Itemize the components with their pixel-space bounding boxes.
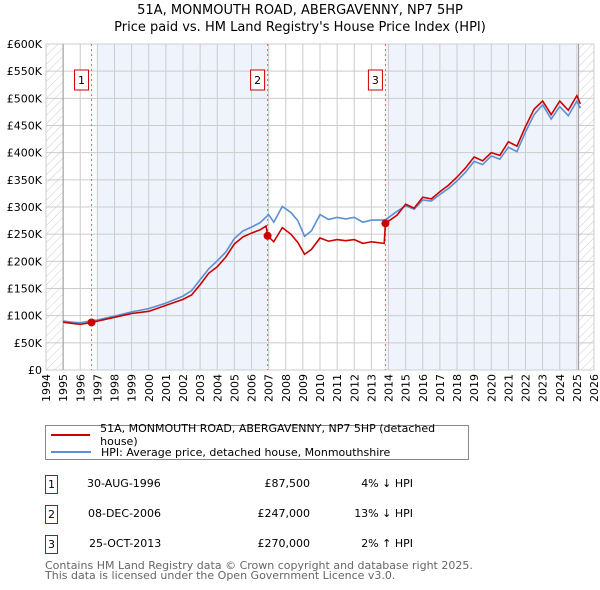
x-tick-label: 2001	[160, 374, 173, 402]
transaction-price: £270,000	[257, 537, 311, 550]
x-tick-label: 2002	[177, 374, 190, 402]
transaction-row: 3 25-OCT-2013 £270,000 2% ↑ HPI	[45, 535, 465, 555]
x-tick-label: 2010	[314, 374, 327, 402]
y-tick-label: £350K	[7, 174, 43, 187]
y-tick-label: £300K	[7, 201, 43, 214]
x-tick-label: 2009	[297, 374, 310, 402]
chart-title: 51A, MONMOUTH ROAD, ABERGAVENNY, NP7 5HP	[137, 3, 463, 18]
x-tick-label: 2003	[194, 374, 207, 402]
transaction-hpi: 13% ↓ HPI	[354, 507, 413, 520]
plot-frame	[45, 43, 595, 371]
transaction-row: 1 30-AUG-1996 £87,500 4% ↓ HPI	[45, 475, 465, 495]
sale-marker-box	[367, 69, 383, 91]
x-tick-label: 1994	[40, 374, 53, 402]
x-tick-label: 2008	[280, 374, 293, 402]
sale-point	[381, 219, 390, 228]
x-tick-label: 2020	[485, 374, 498, 402]
x-tick-label: 2012	[348, 374, 361, 402]
y-tick-label: £100K	[7, 310, 43, 323]
x-tick-label: 1999	[126, 374, 139, 402]
transaction-date: 08-DEC-2006	[88, 507, 162, 520]
x-tick-label: 2018	[451, 374, 464, 402]
x-tick-label: 2007	[263, 374, 276, 402]
transaction-price: £247,000	[257, 507, 311, 520]
x-tick-label: 2021	[502, 374, 515, 402]
y-tick-label: £500K	[7, 92, 43, 105]
x-tick-label: 2024	[554, 374, 567, 402]
sale-marker-label: 1	[78, 74, 85, 87]
marker-badge: 3	[45, 535, 58, 554]
price-chart: 1994 1995 1996 1997 1998 1999 2000 2001 2002 2003…	[7, 38, 600, 402]
hpi-line-swatch	[51, 451, 91, 453]
price-line-swatch	[51, 434, 91, 436]
y-tick-label: £150K	[7, 283, 43, 296]
transaction-date: 30-AUG-1996	[87, 477, 161, 490]
hpi-line	[63, 99, 582, 324]
transaction-hpi: 4% ↓ HPI	[361, 477, 413, 490]
sale-marker-label: 3	[372, 74, 379, 87]
y-tick-label: £400K	[7, 147, 43, 160]
marker-badge: 1	[45, 475, 58, 494]
legend-item-price: 51A, MONMOUTH ROAD, ABERGAVENNY, NP7 5HP…	[51, 422, 468, 448]
x-tick-label: 2006	[246, 374, 259, 402]
x-tick-label: 2013	[365, 374, 378, 402]
transaction-date: 25-OCT-2013	[89, 537, 162, 550]
x-tick-label: 2016	[417, 374, 430, 402]
x-tick-label: 1998	[109, 374, 122, 402]
y-tick-label: £200K	[7, 255, 43, 268]
y-tick-label: £0	[28, 364, 42, 377]
legend-price-label: 51A, MONMOUTH ROAD, ABERGAVENNY, NP7 5HP…	[100, 422, 436, 448]
marker-badge: 2	[45, 505, 58, 524]
x-tick-label: 2000	[143, 374, 156, 402]
y-tick-label: £450K	[7, 120, 43, 133]
sale-marker-box	[74, 69, 90, 91]
x-tick-label: 1996	[74, 374, 87, 402]
x-tick-label: 2014	[383, 374, 396, 402]
x-tick-label: 2026	[588, 374, 600, 402]
x-tick-label: 2017	[434, 374, 447, 402]
y-tick-label: £50K	[14, 337, 43, 350]
sale-point	[263, 231, 272, 240]
x-tick-label: 2011	[331, 374, 344, 402]
transaction-row: 2 08-DEC-2006 £247,000 13% ↓ HPI	[45, 505, 465, 525]
footer-copyright: Contains HM Land Registry data © Crown c…	[45, 559, 473, 572]
sale-marker-box	[250, 69, 266, 91]
y-tick-label: £550K	[7, 65, 43, 78]
x-tick-label: 2023	[537, 374, 550, 402]
x-tick-label: 2019	[468, 374, 481, 402]
x-tick-label: 1997	[91, 374, 104, 402]
y-tick-label: £250K	[7, 228, 43, 241]
x-tick-label: 2015	[400, 374, 413, 402]
legend-hpi-label: HPI: Average price, detached house, Monm…	[101, 445, 391, 459]
x-tick-label: 2004	[211, 374, 224, 402]
y-tick-label: £600K	[7, 38, 43, 51]
transaction-hpi: 2% ↑ HPI	[361, 537, 413, 550]
legend-item-hpi: HPI: Average price, detached house, Monm…	[51, 444, 390, 460]
x-tick-label: 2025	[571, 374, 584, 402]
chart-legend: 51A, MONMOUTH ROAD, ABERGAVENNY, NP7 5HP…	[45, 422, 469, 460]
sale-point	[87, 318, 96, 327]
x-tick-label: 1995	[57, 374, 70, 402]
transaction-price: £87,500	[264, 477, 311, 490]
sale-marker-label: 2	[254, 74, 261, 87]
x-tick-label: 2022	[520, 374, 533, 402]
footer-licence: This data is licensed under the Open Gov…	[45, 569, 396, 582]
chart-subtitle: Price paid vs. HM Land Registry's House …	[114, 20, 486, 35]
price-paid-line	[63, 93, 582, 326]
x-tick-label: 2005	[228, 374, 241, 402]
